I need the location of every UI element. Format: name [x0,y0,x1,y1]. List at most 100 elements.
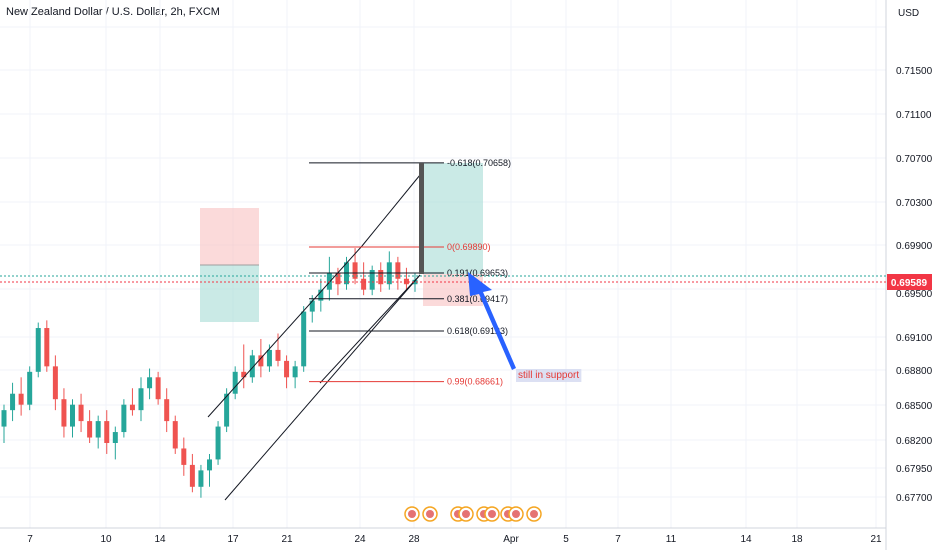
candle [164,399,170,422]
candle [104,421,110,443]
candle [361,278,367,290]
y-tick-label: 0.67700 [896,493,932,504]
current-price-badge [887,274,932,290]
x-tick-label: Apr [503,534,519,545]
candle [301,311,307,367]
economic-event-icon-inner [462,510,470,518]
x-tick-label: 18 [791,534,803,545]
channel-lower-line [224,274,421,501]
target-zone [423,163,483,274]
candle [18,393,24,405]
candle [318,289,324,301]
y-tick-label: 0.69100 [896,333,932,344]
candle [241,371,247,378]
x-tick-label: 7 [615,534,621,545]
y-tick-label: 0.67950 [896,464,932,475]
candle [309,300,315,312]
candle [121,404,127,433]
candle [1,410,7,427]
x-tick-label: 21 [281,534,293,545]
candle [335,273,341,285]
y-tick-label: 0.71100 [896,110,932,121]
x-tick-label: 14 [740,534,752,545]
economic-event-icon-inner [488,510,496,518]
candle [224,393,230,427]
x-tick-label: 24 [354,534,366,545]
y-tick-label: 0.70700 [896,154,932,165]
y-tick-label: 0.68200 [896,436,932,447]
candle [155,377,161,400]
current-price-label: 0.69589 [891,278,928,289]
annotation-box [516,369,582,382]
candle [284,360,290,378]
economic-event-icon-inner [426,510,434,518]
x-tick-label: 21 [870,534,882,545]
channel-extension-line [361,174,421,247]
x-tick-label: 14 [154,534,166,545]
fib-level-label: -0.618(0.70658) [447,158,511,168]
candle [129,404,135,411]
x-tick-label: 28 [408,534,420,545]
economic-event-icon-inner [512,510,520,518]
candle [369,269,375,290]
stop-loss-zone [200,208,259,265]
chart-title: New Zealand Dollar / U.S. Dollar, 2h, FX… [6,6,220,18]
x-tick-label: 17 [227,534,239,545]
candle [87,421,93,438]
candle [352,262,358,279]
economic-event-icon-inner [408,510,416,518]
candle [215,426,221,460]
candle [395,262,401,279]
candle [78,404,84,422]
candle [189,464,195,487]
fib-level-label: 0(0.69890) [447,242,491,252]
candle [249,355,255,378]
annotation-text: still in support [518,370,579,381]
candle [52,366,58,400]
fib-level-label: 0.191(0.69653) [447,268,508,278]
candle [35,328,41,372]
candle [10,393,16,411]
currency-label: USD [898,8,920,19]
x-tick-label: 7 [27,534,33,545]
candle [112,432,118,443]
support-arrow [468,272,516,370]
candle [147,377,153,389]
candle [258,355,264,367]
candle [138,388,144,411]
candle [198,470,204,487]
fib-level-label: 0.99(0.68661) [447,377,503,387]
channel-mid-line [319,274,421,384]
y-tick-label: 0.68800 [896,366,932,377]
candle [95,421,101,438]
x-tick-label: 5 [563,534,569,545]
economic-event-icon-inner [530,510,538,518]
candle [412,279,418,285]
impulse-bar [419,163,424,274]
candle [207,459,212,471]
candle [44,328,50,367]
candle [232,371,238,394]
candle [181,448,187,465]
y-tick-label: 0.69900 [896,241,932,252]
fib-level-label: 0.618(0.69123) [447,326,508,336]
y-tick-label: 0.69500 [896,289,932,300]
y-tick-label: 0.71500 [896,66,932,77]
candle [378,269,384,285]
candle [61,399,67,427]
fib-level-label: 0.381(0.69417) [447,294,508,304]
y-tick-label: 0.70300 [896,198,932,209]
x-tick-label: 10 [100,534,112,545]
candle [403,278,409,285]
x-tick-label: 11 [666,534,677,545]
y-tick-label: 0.68500 [896,401,932,412]
candle [275,349,281,361]
take-profit-zone [200,265,259,322]
candle [292,366,298,378]
candle [70,404,75,427]
candle [172,421,178,449]
candle [27,371,33,405]
candle [266,349,272,367]
